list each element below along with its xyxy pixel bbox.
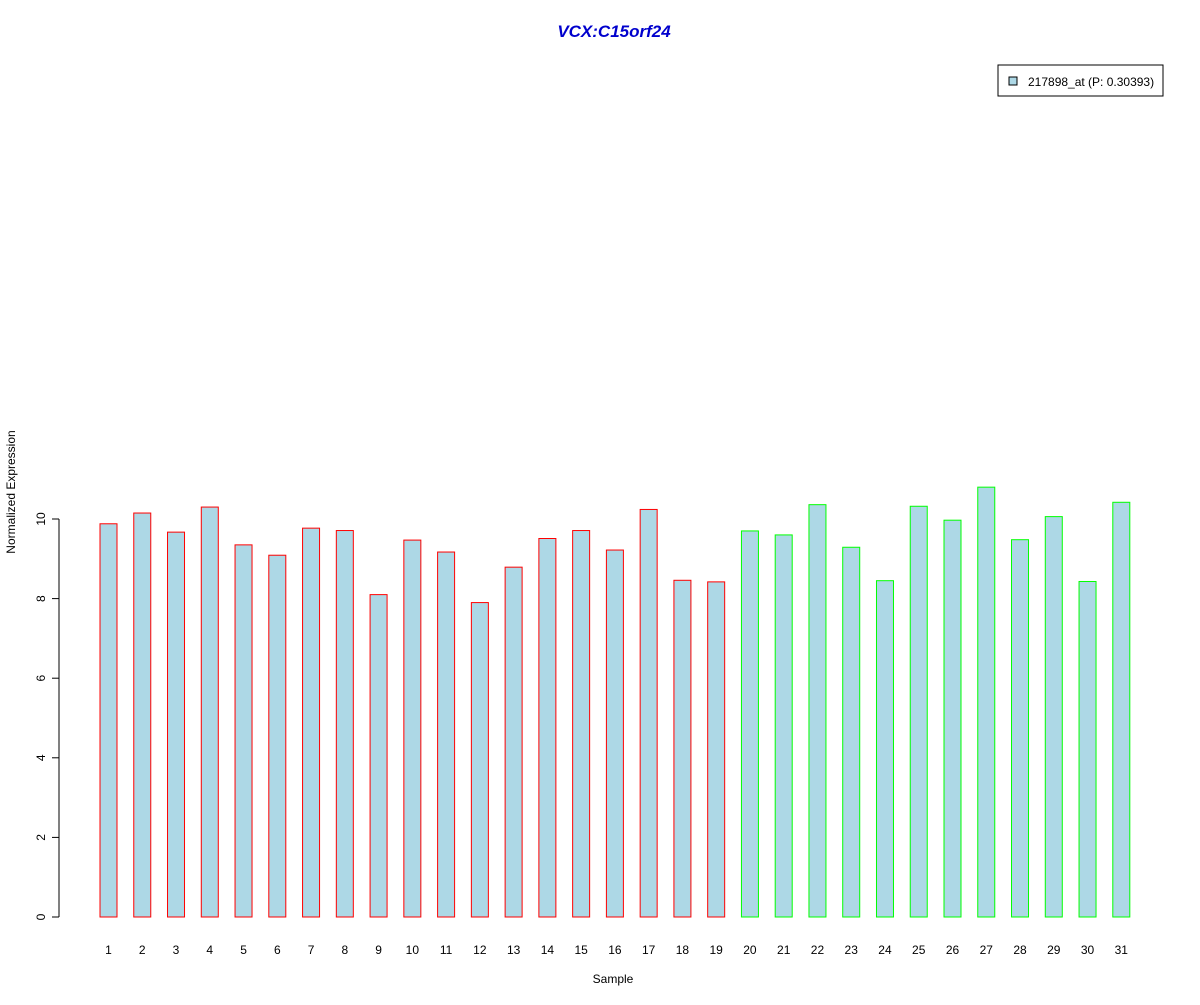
- y-tick-label: 2: [34, 834, 48, 841]
- y-tick-label: 10: [34, 512, 48, 526]
- x-axis-title: Sample: [593, 972, 634, 986]
- x-tick-label: 28: [1013, 943, 1027, 957]
- y-tick-label: 8: [34, 595, 48, 602]
- x-tick-label: 23: [845, 943, 859, 957]
- x-tick-label: 8: [341, 943, 348, 957]
- bar-sample-1: [99, 523, 118, 918]
- bar-sample-22: [808, 504, 827, 918]
- bar-sample-27: [977, 486, 996, 918]
- x-tick-label: 11: [440, 943, 453, 957]
- x-tick-label: 31: [1115, 943, 1129, 957]
- y-tick-label: 0: [34, 913, 48, 920]
- bar-sample-20: [740, 530, 759, 918]
- bar-sample-13: [504, 566, 523, 918]
- x-tick-label: 4: [206, 943, 213, 957]
- x-tick-label: 22: [811, 943, 825, 957]
- y-tick-label: 6: [34, 675, 48, 682]
- x-tick-label: 7: [308, 943, 315, 957]
- bar-sample-11: [437, 551, 456, 918]
- bar-sample-24: [875, 580, 894, 918]
- bar-sample-30: [1078, 580, 1097, 918]
- bar-sample-29: [1044, 516, 1063, 918]
- x-tick-label: 30: [1081, 943, 1095, 957]
- y-axis-title: Normalized Expression: [4, 430, 18, 553]
- bar-sample-14: [538, 538, 557, 918]
- x-tick-label: 10: [406, 943, 420, 957]
- bar-sample-15: [572, 530, 591, 918]
- x-tick-label: 26: [946, 943, 960, 957]
- y-axis: 0 2 4 6 8 10: [34, 512, 60, 920]
- x-tick-label: 17: [642, 943, 656, 957]
- bar-sample-2: [133, 512, 152, 918]
- chart-title: VCX:C15orf24: [557, 22, 671, 41]
- x-tick-label: 25: [912, 943, 926, 957]
- bar-sample-12: [470, 602, 489, 918]
- bar-sample-10: [403, 539, 422, 918]
- bar-sample-31: [1112, 501, 1131, 918]
- bar-sample-7: [302, 527, 321, 918]
- x-tick-label: 24: [878, 943, 892, 957]
- legend-box: [997, 64, 1164, 97]
- legend-label: 217898_at (P: 0.30393): [1028, 75, 1154, 89]
- x-tick-label: 19: [710, 943, 724, 957]
- x-tick-label: 20: [743, 943, 757, 957]
- bar-sample-9: [369, 594, 388, 918]
- x-tick-label: 14: [541, 943, 555, 957]
- x-tick-label: 15: [574, 943, 588, 957]
- x-tick-label: 12: [473, 943, 487, 957]
- bars-group: [99, 486, 1131, 918]
- bar-sample-17: [639, 508, 658, 918]
- bar-sample-3: [167, 531, 186, 918]
- x-tick-label: 27: [980, 943, 994, 957]
- x-tick-label: 18: [676, 943, 690, 957]
- x-tick-label: 9: [375, 943, 382, 957]
- bar-sample-21: [774, 534, 793, 918]
- bar-sample-8: [335, 530, 354, 918]
- legend-swatch: [1008, 76, 1018, 86]
- legend: 217898_at (P: 0.30393): [997, 64, 1164, 97]
- bar-sample-25: [909, 505, 928, 918]
- x-tick-label: 13: [507, 943, 521, 957]
- y-tick-label: 4: [34, 754, 48, 761]
- x-tick-label: 3: [173, 943, 180, 957]
- bar-sample-6: [268, 554, 287, 918]
- bar-sample-4: [200, 506, 219, 918]
- bar-sample-5: [234, 544, 253, 918]
- x-tick-label: 5: [240, 943, 247, 957]
- x-tick-label: 21: [777, 943, 791, 957]
- bar-sample-18: [673, 579, 692, 918]
- bar-sample-16: [605, 549, 624, 918]
- bar-sample-23: [842, 546, 861, 918]
- bar-sample-19: [707, 581, 726, 918]
- x-tick-label: 29: [1047, 943, 1061, 957]
- bar-sample-28: [1011, 539, 1030, 918]
- x-tick-label: 16: [608, 943, 622, 957]
- x-tick-labels: 1 2 3 4 5 6 7 8 9 10 11 12 13 14 15 16 17 18 19 20 21 22 23 24 2…: [105, 943, 1128, 957]
- x-tick-label: 6: [274, 943, 281, 957]
- x-tick-label: 1: [105, 943, 112, 957]
- bar-sample-26: [943, 519, 962, 918]
- x-tick-label: 2: [139, 943, 146, 957]
